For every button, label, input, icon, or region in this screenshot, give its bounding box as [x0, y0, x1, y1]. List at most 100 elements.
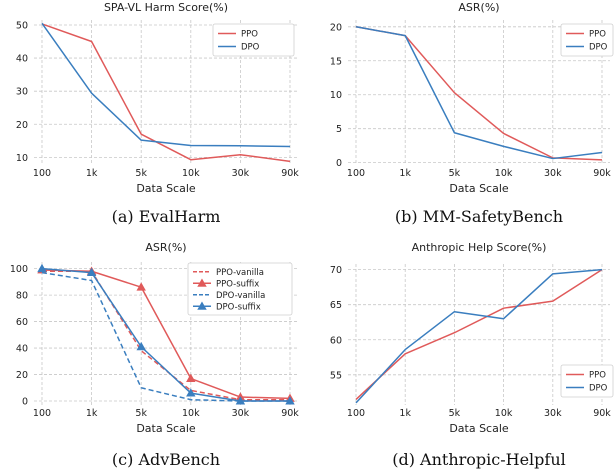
series-line: [355, 268, 603, 400]
legend-label: DPO-vanilla: [216, 291, 265, 301]
legend-label: DPO-suffix: [216, 302, 261, 312]
series-line: [355, 26, 603, 160]
data-point: [136, 341, 146, 351]
x-tick-label: 90k: [281, 168, 299, 179]
x-tick-label: 90k: [593, 168, 611, 179]
legend: PPO DPO: [212, 23, 295, 57]
series-dpo-suffix: [37, 263, 295, 405]
y-tick-label: 10: [330, 90, 342, 101]
x-tick-label: 1k: [399, 168, 411, 179]
legend-label: PPO-suffix: [216, 279, 259, 289]
series-line: [355, 268, 603, 404]
y-tick-label: 50: [16, 20, 28, 31]
chart-title: Anthropic Help Score(%): [412, 241, 547, 254]
legend-box: [560, 23, 614, 57]
legend-box: [212, 23, 295, 57]
x-tick-label: 10k: [495, 168, 513, 179]
x-tick-label: 30k: [544, 168, 562, 179]
y-tick-label: 80: [16, 291, 28, 302]
chart-caption: (b) MM-SafetyBench: [395, 207, 563, 226]
x-tick-label: 100: [347, 168, 365, 179]
x-tick-label: 1k: [86, 168, 98, 179]
y-tick-label: 30: [16, 87, 28, 98]
data-point: [86, 267, 97, 277]
x-axis-label: Data Scale: [136, 422, 196, 435]
data-point: [186, 373, 196, 382]
chart-b: ASR(%) 0 5 10 15 20 100 1k 5k 10k 30k 90k Data Scale…: [330, 1, 614, 226]
legend-label: PPO: [241, 30, 258, 40]
x-tick-label: 5k: [449, 168, 461, 179]
y-tick-label: 20: [16, 370, 28, 381]
series-line: [41, 22, 291, 148]
chart-caption: (d) Anthropic-Helpful: [392, 450, 566, 469]
legend-marker: [197, 278, 207, 287]
series-dpo: [355, 26, 603, 160]
x-tick-label: 90k: [593, 408, 611, 419]
x-tick-label: 10k: [495, 408, 513, 419]
chart-d: Anthropic Help Score(%) 55 60 65 70 100 1k 5k 10…: [330, 241, 614, 469]
y-tick-label: 20: [330, 22, 342, 33]
x-tick-label: 1k: [399, 408, 411, 419]
x-tick-label: 30k: [232, 168, 250, 179]
x-tick-label: 100: [33, 168, 51, 179]
legend: PPO DPO: [560, 364, 614, 398]
series-dpo-vanilla: [41, 271, 290, 402]
x-tick-label: 1k: [86, 408, 98, 419]
series-dpo: [41, 22, 291, 148]
series-ppo: [41, 23, 291, 163]
chart-title: ASR(%): [458, 1, 499, 14]
series-line: [41, 271, 290, 402]
x-tick-label: 30k: [544, 408, 562, 419]
y-tick-label: 65: [330, 300, 342, 311]
series-ppo: [355, 268, 603, 400]
chart-caption: (a) EvalHarm: [112, 207, 221, 226]
series-dpo: [355, 268, 603, 404]
legend-label: PPO-vanilla: [216, 268, 264, 278]
x-tick-label: 100: [347, 408, 365, 419]
legend-box: [187, 262, 293, 316]
y-tick-label: 40: [16, 344, 28, 355]
legend-label: PPO: [589, 30, 606, 40]
y-tick-label: 60: [16, 317, 28, 328]
data-point: [37, 263, 47, 273]
y-tick-label: 0: [22, 397, 28, 408]
x-axis-label: Data Scale: [136, 182, 196, 195]
x-tick-label: 30k: [232, 408, 250, 419]
y-tick-label: 0: [336, 158, 342, 169]
x-tick-label: 5k: [449, 408, 461, 419]
chart-a: SPA-VL Harm Score(%) 10 20 30 40 50 100 1k 5k 10k…: [16, 1, 299, 226]
y-tick-label: 15: [330, 56, 342, 67]
chart-title: SPA-VL Harm Score(%): [104, 1, 228, 14]
x-axis-label: Data Scale: [449, 182, 509, 195]
legend-label: DPO: [589, 384, 608, 394]
legend-box: [560, 364, 614, 398]
data-point: [136, 282, 146, 291]
legend-marker: [197, 301, 207, 310]
x-tick-label: 100: [33, 408, 51, 419]
y-tick-label: 55: [330, 370, 342, 381]
x-tick-label: 10k: [182, 408, 200, 419]
x-axis-label: Data Scale: [449, 422, 509, 435]
data-point: [235, 396, 246, 405]
legend-label: DPO: [589, 43, 608, 53]
y-tick-label: 5: [336, 124, 342, 135]
x-tick-label: 5k: [135, 408, 147, 419]
series-line: [41, 23, 291, 163]
y-tick-label: 40: [16, 54, 28, 65]
legend: PPO DPO: [560, 23, 614, 57]
y-tick-label: 100: [10, 264, 28, 275]
series-line: [41, 267, 290, 402]
data-point: [285, 396, 295, 405]
chart-title: ASR(%): [145, 241, 186, 254]
chart-c: ASR(%) 0 20 40 60 80 100 100 1k 5k 10k 30k 90k Data S…: [10, 241, 299, 469]
y-tick-label: 20: [16, 120, 28, 131]
x-tick-label: 90k: [281, 408, 299, 419]
legend-label: PPO: [589, 371, 606, 381]
data-point: [186, 388, 196, 397]
x-tick-label: 10k: [182, 168, 200, 179]
series-line: [41, 269, 291, 400]
legend-label: DPO: [241, 43, 260, 53]
chart-caption: (c) AdvBench: [112, 450, 220, 469]
y-tick-label: 70: [330, 265, 342, 276]
